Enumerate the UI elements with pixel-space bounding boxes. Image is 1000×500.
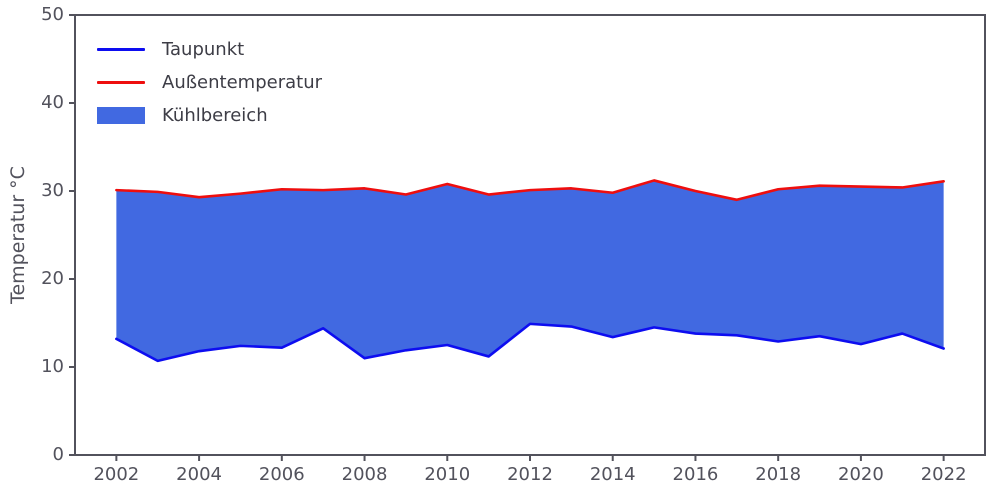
legend-item-taupunkt: Taupunkt (97, 33, 322, 66)
x-tick-label: 2012 (507, 464, 553, 485)
y-tick-label: 40 (41, 92, 64, 113)
legend: Taupunkt Außentemperatur Kühlbereich (97, 33, 322, 132)
kuehlbereich-fill-area (116, 180, 944, 361)
legend-label-aussentemperatur: Außentemperatur (162, 72, 323, 93)
y-tick-label: 20 (41, 268, 64, 289)
aussentemperatur-line-swatch-icon (97, 81, 145, 84)
y-tick-label: 50 (41, 4, 64, 25)
kuehlbereich-patch-swatch-icon (97, 107, 145, 124)
x-tick-label: 2014 (590, 464, 636, 485)
plot-border (74, 14, 986, 456)
legend-label-taupunkt: Taupunkt (162, 39, 245, 60)
y-tick-label: 10 (41, 356, 64, 377)
x-tick-label: 2008 (342, 464, 388, 485)
legend-item-kuehlbereich: Kühlbereich (97, 99, 322, 132)
x-tick-label: 2016 (673, 464, 719, 485)
x-tick-label: 2004 (176, 464, 222, 485)
x-tick-label: 2020 (838, 464, 884, 485)
x-tick-label: 2018 (755, 464, 801, 485)
legend-item-aussentemperatur: Außentemperatur (97, 66, 322, 99)
aussentemperatur-line (115, 179, 945, 202)
taupunkt-line-swatch-icon (97, 48, 145, 51)
y-axis-label: Temperatur °C (7, 166, 29, 305)
x-tick-label: 2010 (424, 464, 470, 485)
legend-label-kuehlbereich: Kühlbereich (162, 105, 268, 126)
y-tick-label: 0 (53, 444, 64, 465)
taupunkt-line (115, 322, 945, 363)
x-tick-label: 2022 (921, 464, 967, 485)
x-tick-label: 2006 (259, 464, 305, 485)
y-tick-label: 30 (41, 180, 64, 201)
x-tick-label: 2002 (93, 464, 139, 485)
